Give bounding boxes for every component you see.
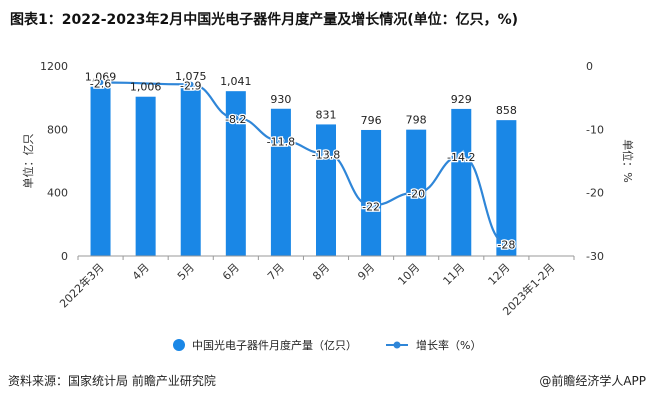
x-tick-label: 8月 (310, 261, 332, 283)
y2-tick-label: -20 (586, 187, 604, 200)
line-value-label: -28 (497, 238, 515, 251)
bar (135, 96, 156, 256)
line-value-label: -14.2 (447, 151, 475, 164)
legend-line-label: 增长率（%） (416, 338, 481, 352)
credit-note: @前瞻经济学人APP (539, 374, 646, 388)
y-tick-label: 1200 (40, 60, 68, 73)
y2-tick-label: -30 (586, 250, 604, 263)
y2-tick-label: -10 (586, 123, 604, 136)
bar-value-label: 1,041 (220, 75, 252, 88)
bar (180, 85, 201, 257)
line-value-label: -22 (362, 200, 380, 213)
bar (316, 124, 336, 256)
growth-point (367, 201, 375, 209)
growth-line (100, 81, 507, 245)
bar-value-label: 798 (406, 114, 427, 127)
growth-point (232, 114, 240, 122)
x-tick-label: 11月 (441, 261, 468, 288)
y-tick-label: 800 (47, 123, 68, 136)
x-tick-label: 12月 (486, 261, 513, 288)
y-axis-title: 单位：亿只 (21, 134, 35, 189)
bar (496, 120, 517, 257)
line-value-label: -2.9 (180, 79, 201, 92)
growth-point (412, 189, 420, 197)
bar-value-label: 858 (496, 104, 517, 117)
growth-point (502, 239, 510, 247)
line-value-label: -8.2 (225, 113, 246, 126)
x-tick-label: 5月 (175, 261, 197, 283)
bar (225, 91, 246, 256)
y2-tick-label: 0 (586, 60, 593, 73)
line-value-label: -13.8 (312, 148, 340, 161)
source-note: 资料来源：国家统计局 前瞻产业研究院 (8, 374, 216, 388)
y-tick-label: 0 (61, 250, 68, 263)
x-tick-label: 6月 (220, 261, 242, 283)
x-tick-label: 9月 (355, 261, 377, 283)
legend-bar-swatch (173, 339, 185, 351)
bar (270, 108, 291, 256)
y-tick-label: 400 (47, 187, 68, 200)
line-value-label: -2.6 (90, 77, 111, 90)
bar (90, 86, 111, 256)
line-value-label: -11.8 (267, 136, 295, 149)
bar-value-label: 831 (316, 108, 337, 121)
growth-point (96, 78, 105, 87)
bar-value-label: 1,075 (175, 70, 207, 83)
bar-value-label: 796 (361, 114, 382, 127)
x-tick-label: 4月 (130, 261, 152, 283)
chart-title: 图表1：2022-2023年2月中国光电子器件月度产量及增长情况(单位：亿只，%… (10, 12, 519, 28)
legend-line-marker (393, 341, 401, 349)
legend-bar-label: 中国光电子器件月度产量（亿只） (192, 338, 357, 352)
bar (361, 129, 382, 256)
growth-point (457, 152, 465, 160)
bar (451, 108, 472, 257)
bar-value-label: 1,006 (130, 81, 162, 94)
x-tick-label: 2022年3月 (56, 260, 106, 310)
bar-value-label: 930 (270, 93, 291, 106)
bar-value-label: 929 (451, 93, 472, 106)
growth-point (322, 149, 330, 157)
growth-point (187, 80, 195, 88)
growth-point (277, 137, 285, 145)
bar-value-label: 1,069 (85, 71, 117, 84)
x-tick-label: 7月 (265, 261, 287, 283)
y2-axis-title: 单位：% (621, 139, 635, 182)
x-tick-label: 10月 (395, 261, 422, 288)
line-value-label: -20 (407, 188, 425, 201)
